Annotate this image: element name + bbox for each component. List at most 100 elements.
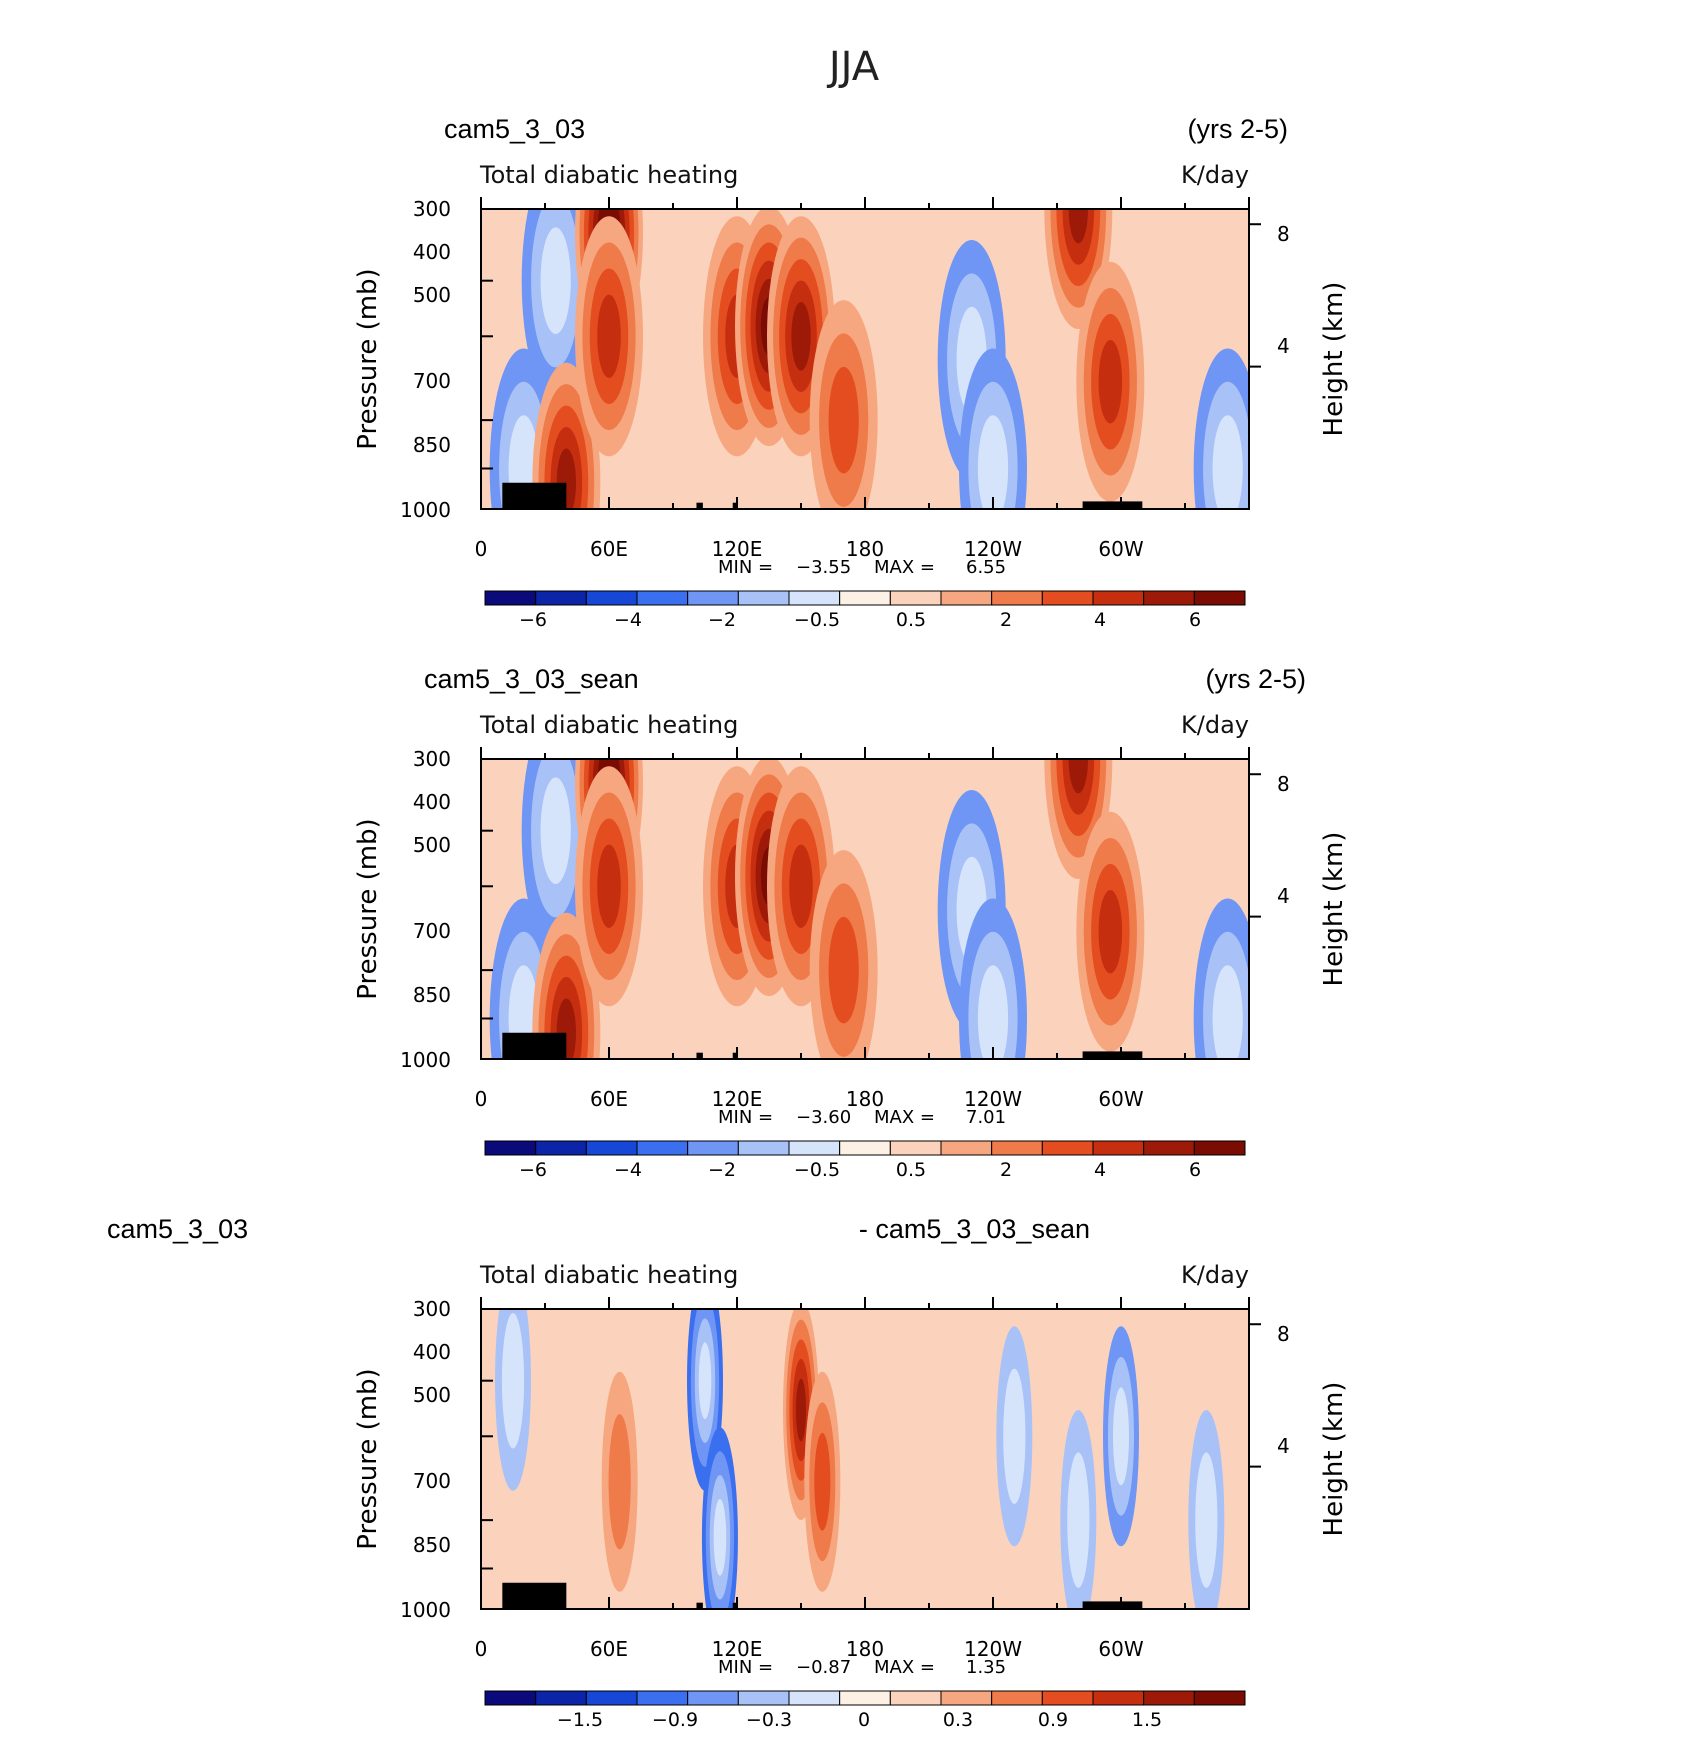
contour-fill <box>597 844 621 928</box>
colorbar-swatch <box>585 1140 638 1156</box>
panel-1: cam5_3_03 (yrs 2-5) Total diabatic heati… <box>353 114 1349 631</box>
colorbar-swatch <box>788 1690 841 1706</box>
colorbar-swatch <box>1092 590 1145 606</box>
colorbar-swatch <box>687 1690 739 1706</box>
x-tick-label: 180 <box>846 1637 884 1661</box>
contour-fill <box>795 1378 807 1442</box>
case-title-left: cam5_3_03_sean <box>424 664 639 694</box>
contour-fill <box>540 227 571 334</box>
colorbar-tick-label: 2 <box>1000 609 1012 631</box>
colorbar-tick-label: −6 <box>519 1159 547 1181</box>
colorbar-swatch <box>839 590 891 606</box>
colorbar-swatch <box>1092 1140 1145 1156</box>
y-tick-label: 1000 <box>400 1048 451 1072</box>
x-axis: 0 60E 120E 180 120W 60W <box>475 1637 1144 1661</box>
min-max-readout: MIN = −0.87 MAX = 1.35 <box>718 1657 1006 1678</box>
colorbar-swatch <box>737 1140 790 1156</box>
contour-plot <box>480 747 1261 1060</box>
y-tick-label: 300 <box>413 747 451 771</box>
contour-fill <box>1195 1452 1218 1588</box>
min-label: MIN = <box>718 1107 773 1128</box>
x-tick-label: 180 <box>846 537 884 561</box>
y-tick-label: 700 <box>413 369 451 393</box>
colorbar-tick-label: 1.5 <box>1132 1709 1162 1731</box>
y-axis-title: Pressure (mb) <box>353 1368 383 1549</box>
x-axis: 0 60E 120E 180 120W 60W <box>475 537 1144 561</box>
height-tick-label: 8 <box>1277 1322 1290 1346</box>
colorbar <box>484 590 1246 606</box>
colorbar-swatch <box>889 1690 942 1706</box>
y-tick-label: 400 <box>413 240 451 264</box>
min-label: MIN = <box>718 1657 773 1678</box>
y-tick-label: 850 <box>413 433 451 457</box>
colorbar-swatch <box>484 590 537 606</box>
y2-axis-title: Height (km) <box>1319 282 1349 437</box>
topography-block <box>732 1602 737 1609</box>
min-label: MIN = <box>718 557 773 578</box>
contour-fill <box>814 1432 831 1531</box>
colorbar-tick-label: 0.5 <box>896 609 926 631</box>
x-axis: 0 60E 120E 180 120W 60W <box>475 1087 1144 1111</box>
colorbar-swatch <box>535 590 587 606</box>
x-tick-label: 60W <box>1098 1087 1143 1111</box>
contour-fill <box>698 1342 712 1419</box>
colorbar-tick-label: −1.5 <box>557 1709 603 1731</box>
max-value: 1.35 <box>966 1657 1006 1678</box>
min-max-readout: MIN = −3.55 MAX = 6.55 <box>718 557 1006 578</box>
colorbar-swatch <box>788 590 841 606</box>
max-label: MAX = <box>874 557 935 578</box>
colorbar-swatch <box>889 590 942 606</box>
variable-label: Total diabatic heating <box>479 711 738 739</box>
colorbar <box>484 1140 1246 1156</box>
colorbar-swatch <box>889 1140 942 1156</box>
colorbar-swatch <box>1041 590 1094 606</box>
x-tick-label: 60E <box>590 1637 628 1661</box>
topography-block <box>696 502 703 509</box>
page-title: JJA <box>826 44 880 90</box>
colorbar-tick-label: 4 <box>1094 1159 1106 1181</box>
colorbar-swatch <box>636 1690 689 1706</box>
colorbar-tick-labels: −6 −4 −2 −0.5 0.5 2 4 6 <box>519 609 1201 631</box>
colorbar-swatch <box>1193 1140 1246 1156</box>
min-max-readout: MIN = −3.60 MAX = 7.01 <box>718 1107 1006 1128</box>
max-value: 6.55 <box>966 557 1006 578</box>
y-axis-title: Pressure (mb) <box>353 268 383 449</box>
x-tick-label: 0 <box>475 1087 488 1111</box>
colorbar-tick-label: −0.5 <box>794 609 840 631</box>
y-tick-label: 700 <box>413 919 451 943</box>
contour-fill <box>540 777 571 884</box>
y-axis-right: 8 4 Height (km) <box>1277 1322 1349 1536</box>
colorbar-swatch <box>1092 1690 1145 1706</box>
max-label: MAX = <box>874 1657 935 1678</box>
colorbar-tick-label: −4 <box>614 1159 642 1181</box>
y-tick-label: 400 <box>413 790 451 814</box>
colorbar-swatch <box>1193 590 1246 606</box>
x-tick-label: 120E <box>712 1087 763 1111</box>
y-axis-left: 300 400 500 700 850 1000 Pressure (mb) <box>353 197 451 522</box>
units-label: K/day <box>1181 161 1249 189</box>
contour-fills <box>489 759 1249 1059</box>
colorbar-swatch <box>1143 1690 1195 1706</box>
colorbar-tick-label: 0 <box>858 1709 870 1731</box>
height-tick-label: 4 <box>1277 1434 1290 1458</box>
topography-block <box>732 1052 737 1059</box>
min-value: −3.55 <box>796 557 851 578</box>
contour-fill <box>977 415 1009 509</box>
contour-plot <box>480 197 1261 510</box>
colorbar-swatch <box>940 1140 993 1156</box>
y-tick-label: 700 <box>413 1469 451 1493</box>
contour-fill <box>1068 209 1089 244</box>
y-axis-left: 300 400 500 700 850 1000 Pressure (mb) <box>353 747 451 1072</box>
case-title-left: cam5_3_03 <box>107 1214 248 1244</box>
x-tick-label: 180 <box>846 1087 884 1111</box>
colorbar-swatch <box>991 1690 1043 1706</box>
y-axis-right: 8 4 Height (km) <box>1277 222 1349 436</box>
colorbar-tick-labels: −6 −4 −2 −0.5 0.5 2 4 6 <box>519 1159 1201 1181</box>
contour-fill <box>1212 415 1243 509</box>
colorbar-tick-label: 0.3 <box>943 1709 973 1731</box>
y-tick-label: 1000 <box>400 498 451 522</box>
contour-fill <box>1098 340 1123 424</box>
contour-fill <box>608 1414 631 1550</box>
colorbar-tick-label: −2 <box>708 609 736 631</box>
